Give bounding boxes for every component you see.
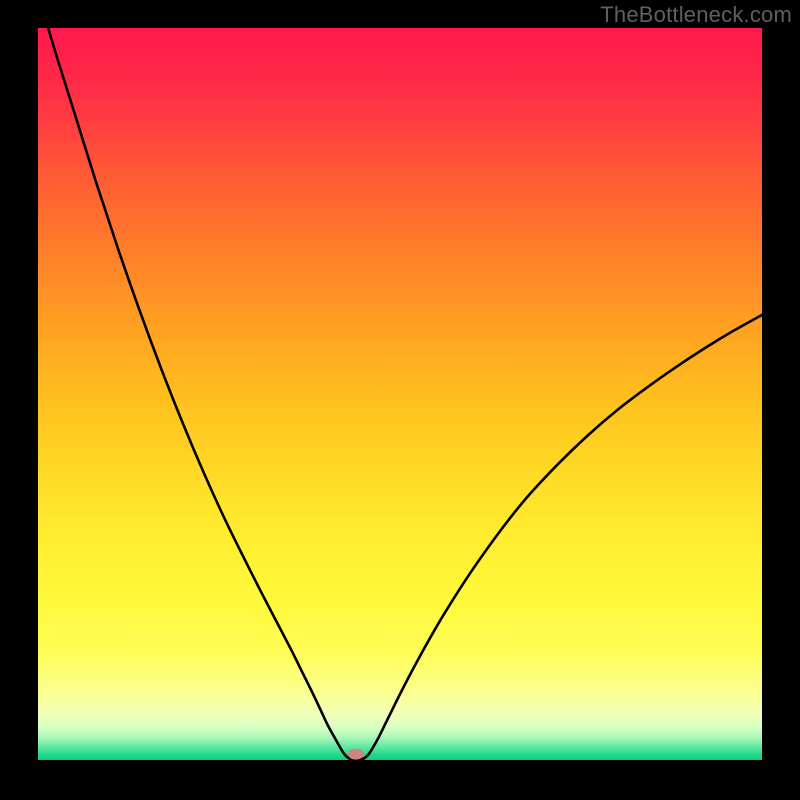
plot-background (38, 28, 762, 760)
bottleneck-chart (0, 0, 800, 800)
optimal-point-marker (348, 749, 364, 760)
watermark-text: TheBottleneck.com (600, 2, 792, 28)
chart-stage: TheBottleneck.com (0, 0, 800, 800)
